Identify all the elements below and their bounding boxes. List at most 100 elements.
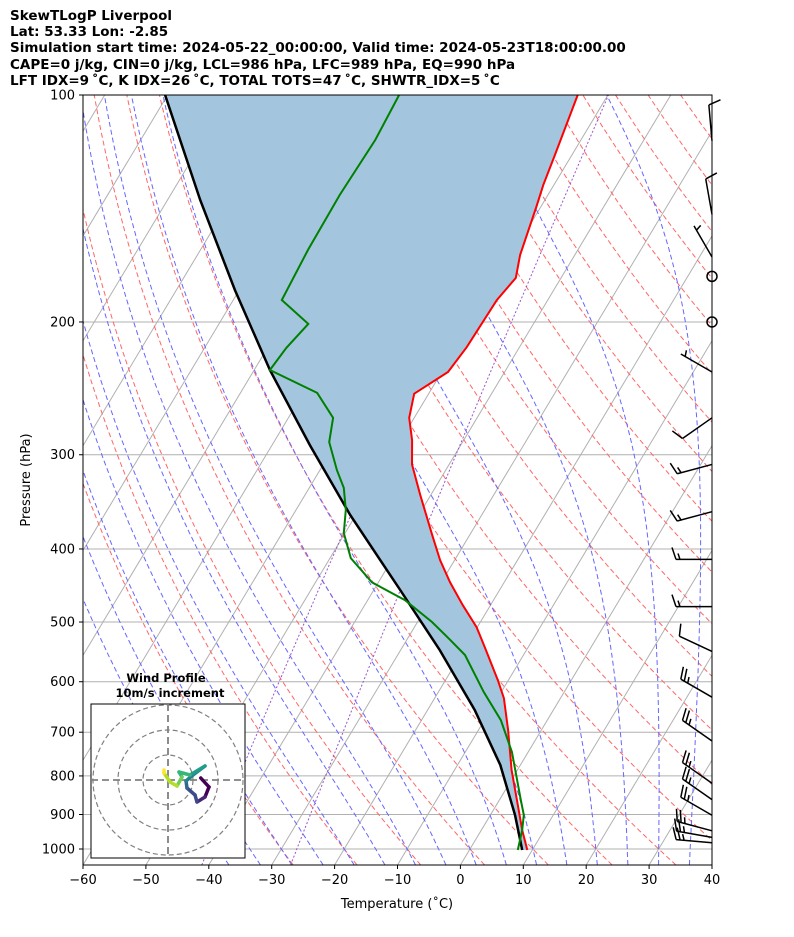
dewpoint-line xyxy=(268,95,525,851)
cape-cin-shading xyxy=(165,95,578,850)
wind-barb xyxy=(693,224,713,258)
wind-barb xyxy=(681,766,713,801)
title-location: Lat: 53.33 Lon: -2.85 xyxy=(10,24,169,40)
wind-barb xyxy=(678,623,713,653)
dry-adiabat-line xyxy=(615,95,712,233)
y-tick-label: 100 xyxy=(50,89,75,104)
x-tick-label: −20 xyxy=(321,873,348,888)
x-tick-label: 40 xyxy=(704,873,721,888)
moist-adiabat-line xyxy=(83,319,355,865)
moist-adiabat-line xyxy=(83,469,293,865)
isotherm-line xyxy=(208,95,672,865)
mixing-ratio-line xyxy=(290,95,609,865)
isotherm-line xyxy=(271,130,712,865)
wind-barb-calm xyxy=(706,270,718,283)
hodograph-title: Wind Profile xyxy=(126,671,206,685)
wind-barb xyxy=(681,750,713,784)
wind-barbs xyxy=(669,99,721,844)
x-tick-label: 0 xyxy=(456,873,464,888)
isotherm-line xyxy=(83,95,169,237)
isotherm-line xyxy=(522,549,712,865)
dry-adiabat-line xyxy=(452,95,712,473)
title-indices-2: LFT IDX=9 ˚C, K IDX=26 ˚C, TOTAL TOTS=47… xyxy=(10,73,500,89)
isotherm-line xyxy=(648,759,712,865)
y-tick-label: 400 xyxy=(50,542,75,557)
x-tick-label: −60 xyxy=(69,873,96,888)
x-axis-label: Temperature (˚C) xyxy=(340,896,453,912)
wind-barb xyxy=(680,350,713,373)
y-tick-label: 800 xyxy=(50,769,75,784)
dry-adiabat-line xyxy=(582,95,712,280)
temperature-line xyxy=(408,95,579,851)
moist-adiabat-line xyxy=(83,398,324,865)
wind-barb xyxy=(673,818,713,839)
wind-barb-calm xyxy=(706,316,718,328)
moist-adiabat-line xyxy=(162,95,507,865)
dry-adiabat-line xyxy=(680,95,712,140)
wind-barb xyxy=(675,808,713,832)
x-tick-label: −50 xyxy=(132,873,159,888)
dry-adiabat-line xyxy=(386,95,712,573)
hodograph-trace-segment xyxy=(203,785,211,799)
profile-lines xyxy=(163,95,579,851)
hodograph-trace-segment xyxy=(185,786,197,797)
dry-adiabat-line xyxy=(83,207,422,865)
dry-adiabat-line xyxy=(93,95,485,865)
y-tick-label: 900 xyxy=(50,808,75,823)
y-tick-label: 700 xyxy=(50,726,75,741)
wind-barb xyxy=(671,594,712,608)
x-tick-label: −40 xyxy=(195,873,222,888)
y-tick-label: 300 xyxy=(50,448,75,463)
title-times: Simulation start time: 2024-05-22_00:00:… xyxy=(10,40,626,56)
dry-adiabat-line xyxy=(321,95,712,677)
dry-adiabat-line xyxy=(83,353,358,865)
isotherm-line xyxy=(334,235,712,865)
x-tick-label: −10 xyxy=(384,873,411,888)
axis-ticks: −60 −50 −40 −30 −20 −10 0 10 20 30 40 100 200 300 400 5… xyxy=(42,89,720,889)
hodograph-subtitle: 10m/s increment xyxy=(116,686,225,700)
wind-barb xyxy=(669,462,713,475)
moist-adiabat-line xyxy=(130,95,477,865)
moist-adiabat-line xyxy=(720,95,759,865)
hodograph-trace-segment xyxy=(199,776,211,789)
hodograph-trace-segment xyxy=(162,771,172,784)
dry-adiabat-line xyxy=(419,95,712,523)
dry-adiabat-line xyxy=(647,95,712,186)
wind-barb xyxy=(705,172,718,215)
wind-barb xyxy=(680,666,713,698)
moist-adiabat-line xyxy=(103,95,447,865)
y-tick-label: 200 xyxy=(50,315,75,330)
x-tick-label: 30 xyxy=(641,873,658,888)
x-tick-label: 10 xyxy=(515,873,532,888)
dry-adiabat-line xyxy=(549,95,712,327)
isotherm-line xyxy=(459,444,712,865)
y-tick-label: 600 xyxy=(50,675,75,690)
y-tick-label: 500 xyxy=(50,616,75,631)
moist-adiabat-line xyxy=(83,107,416,865)
dry-adiabat-line xyxy=(83,482,294,865)
isotherm-line xyxy=(585,654,712,865)
hodograph-trace-segment xyxy=(188,764,207,777)
dry-adiabat-line xyxy=(158,95,613,865)
title-station: SkewTLogP Liverpool xyxy=(10,8,172,24)
wind-barb xyxy=(680,784,713,816)
isotherm-line xyxy=(83,95,231,342)
moist-adiabat-line xyxy=(83,226,386,865)
dry-adiabat-line xyxy=(746,95,794,865)
moist-adiabat-line xyxy=(606,95,702,865)
moist-adiabat-line xyxy=(83,597,230,865)
y-tick-label: 1000 xyxy=(42,843,75,858)
hodograph-area xyxy=(91,704,245,858)
dry-adiabat-line xyxy=(484,95,712,423)
dry-adiabat-line xyxy=(713,95,794,865)
y-axis-label: Pressure (hPa) xyxy=(19,433,34,526)
title-indices-1: CAPE=0 j/kg, CIN=0 j/kg, LCL=986 hPa, LF… xyxy=(10,57,516,73)
wind-barb xyxy=(672,827,713,844)
x-tick-label: 20 xyxy=(578,873,595,888)
hodograph xyxy=(90,703,246,859)
wind-barb xyxy=(708,99,721,141)
x-tick-label: −30 xyxy=(258,873,285,888)
wind-barb xyxy=(681,707,713,742)
